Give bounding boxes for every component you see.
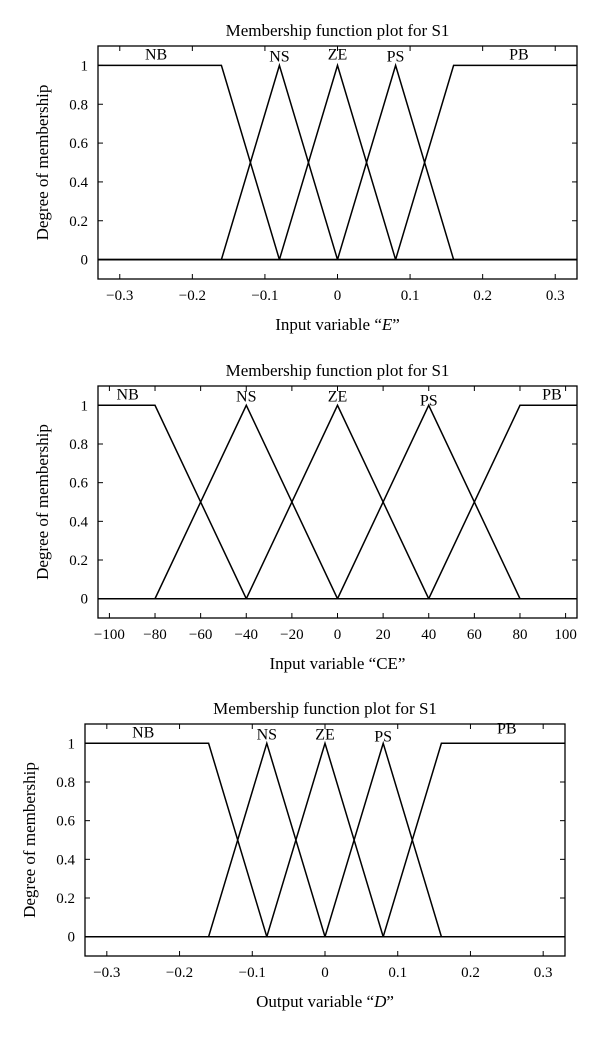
x-axis-label-part: ” <box>386 992 394 1011</box>
y-axis-label: Degree of membership <box>33 424 52 580</box>
mf-label-pb: PB <box>509 47 529 64</box>
x-axis-label-part: D <box>373 992 387 1011</box>
chart-3: Membership function plot for S1 −0.3 −0.2 −… <box>20 699 566 1011</box>
chart-title: Membership function plot for S1 <box>226 361 450 380</box>
plot-frame <box>84 723 566 957</box>
x-tick-label: 100 <box>554 627 577 643</box>
y-tick-label: 0.4 <box>69 514 88 530</box>
mf-label-ps: PS <box>420 392 438 409</box>
mf-label-ps: PS <box>374 728 392 745</box>
chart-2: Membership function plot for S1 −100 −80 −6… <box>33 361 578 673</box>
x-axis-label-part: Input variable “CE” <box>270 654 406 673</box>
mf-label-pb: PB <box>497 721 517 738</box>
mf-line-ze <box>85 740 565 938</box>
mf-line-ns <box>98 62 577 261</box>
x-tick-label: −40 <box>235 627 258 643</box>
x-tick-label: −0.2 <box>179 288 206 304</box>
y-tick-label: 0.8 <box>69 97 88 113</box>
mf-line-ze <box>98 403 577 600</box>
mf-label-ns: NS <box>236 388 256 405</box>
mf-label-ze: ZE <box>328 388 348 405</box>
y-tick-label: 0.4 <box>69 175 88 191</box>
y-tick-label: 0 <box>81 253 89 269</box>
x-tick-label: 0.1 <box>388 965 407 981</box>
y-tick-label: 1 <box>68 736 76 752</box>
mf-line-ns <box>85 740 565 938</box>
y-tick-label: 1 <box>81 58 89 74</box>
y-tick-label: 0.8 <box>69 437 88 453</box>
mf-line-nb <box>85 742 565 938</box>
mf-line-ps <box>98 62 577 261</box>
chart-1: Membership function plot for S1 −0.3 −0.2 −… <box>33 21 578 334</box>
x-axis-label: Input variable “E” <box>275 315 400 334</box>
x-tick-label: 0 <box>321 965 329 981</box>
y-tick-label: 0.4 <box>56 852 75 868</box>
mf-line-nb <box>98 64 577 261</box>
x-tick-label: 0.2 <box>473 288 492 304</box>
y-tick-label: 0.8 <box>56 775 75 791</box>
plot-frame <box>97 385 578 619</box>
mf-label-ps: PS <box>387 49 405 66</box>
x-tick-label: 20 <box>376 627 391 643</box>
mf-line-pb <box>98 64 577 261</box>
y-tick-label: 0.2 <box>56 891 75 907</box>
x-tick-label: −0.2 <box>166 965 193 981</box>
mf-label-nb: NB <box>145 47 167 64</box>
x-tick-label: −100 <box>94 627 125 643</box>
mf-label-ze: ZE <box>315 726 335 743</box>
y-tick-label: 0.2 <box>69 553 88 569</box>
mf-label-ns: NS <box>269 49 289 66</box>
mf-line-ze <box>98 62 577 261</box>
x-axis-label-part: Input variable “ <box>275 315 382 334</box>
mf-label-nb: NB <box>117 387 139 404</box>
mf-line-ps <box>98 403 577 600</box>
chart-title: Membership function plot for S1 <box>213 699 437 718</box>
x-tick-label: −20 <box>280 627 303 643</box>
y-axis-label: Degree of membership <box>33 85 52 241</box>
mf-line-ps <box>85 740 565 938</box>
x-tick-label: 40 <box>421 627 436 643</box>
x-tick-label: −60 <box>189 627 212 643</box>
x-tick-label: −0.3 <box>106 288 133 304</box>
x-axis-label-part: ” <box>392 315 400 334</box>
x-tick-label: 0.2 <box>461 965 480 981</box>
x-tick-label: 0.3 <box>546 288 565 304</box>
y-tick-label: 0.6 <box>69 136 88 152</box>
x-axis-label: Output variable “D” <box>256 992 394 1011</box>
y-tick-label: 0.6 <box>69 476 88 492</box>
x-tick-label: −0.1 <box>251 288 278 304</box>
mf-line-pb <box>85 742 565 938</box>
chart-title: Membership function plot for S1 <box>226 21 450 40</box>
mf-line-pb <box>98 404 577 600</box>
x-tick-label: 0.3 <box>534 965 553 981</box>
y-tick-label: 0 <box>68 930 76 946</box>
y-tick-label: 1 <box>81 398 89 414</box>
x-axis-label: Input variable “CE” <box>270 654 406 673</box>
x-axis-label-part: Output variable “ <box>256 992 374 1011</box>
mf-line-ns <box>98 403 577 600</box>
mf-label-nb: NB <box>132 725 154 742</box>
mf-line-nb <box>98 404 577 600</box>
y-tick-label: 0 <box>81 592 89 608</box>
mf-label-ns: NS <box>257 726 277 743</box>
x-tick-label: 0 <box>334 627 342 643</box>
y-axis-label: Degree of membership <box>20 762 39 918</box>
x-tick-label: 60 <box>467 627 482 643</box>
y-tick-label: 0.6 <box>56 814 75 830</box>
mf-label-ze: ZE <box>328 47 348 64</box>
x-tick-label: 80 <box>512 627 527 643</box>
y-tick-label: 0.2 <box>69 214 88 230</box>
x-axis-label-part: E <box>381 315 393 334</box>
x-tick-label: 0 <box>334 288 342 304</box>
x-tick-label: −80 <box>143 627 166 643</box>
x-tick-label: 0.1 <box>401 288 420 304</box>
mf-label-pb: PB <box>542 387 562 404</box>
plot-frame <box>97 45 578 280</box>
x-tick-label: −0.1 <box>239 965 266 981</box>
x-tick-label: −0.3 <box>93 965 120 981</box>
